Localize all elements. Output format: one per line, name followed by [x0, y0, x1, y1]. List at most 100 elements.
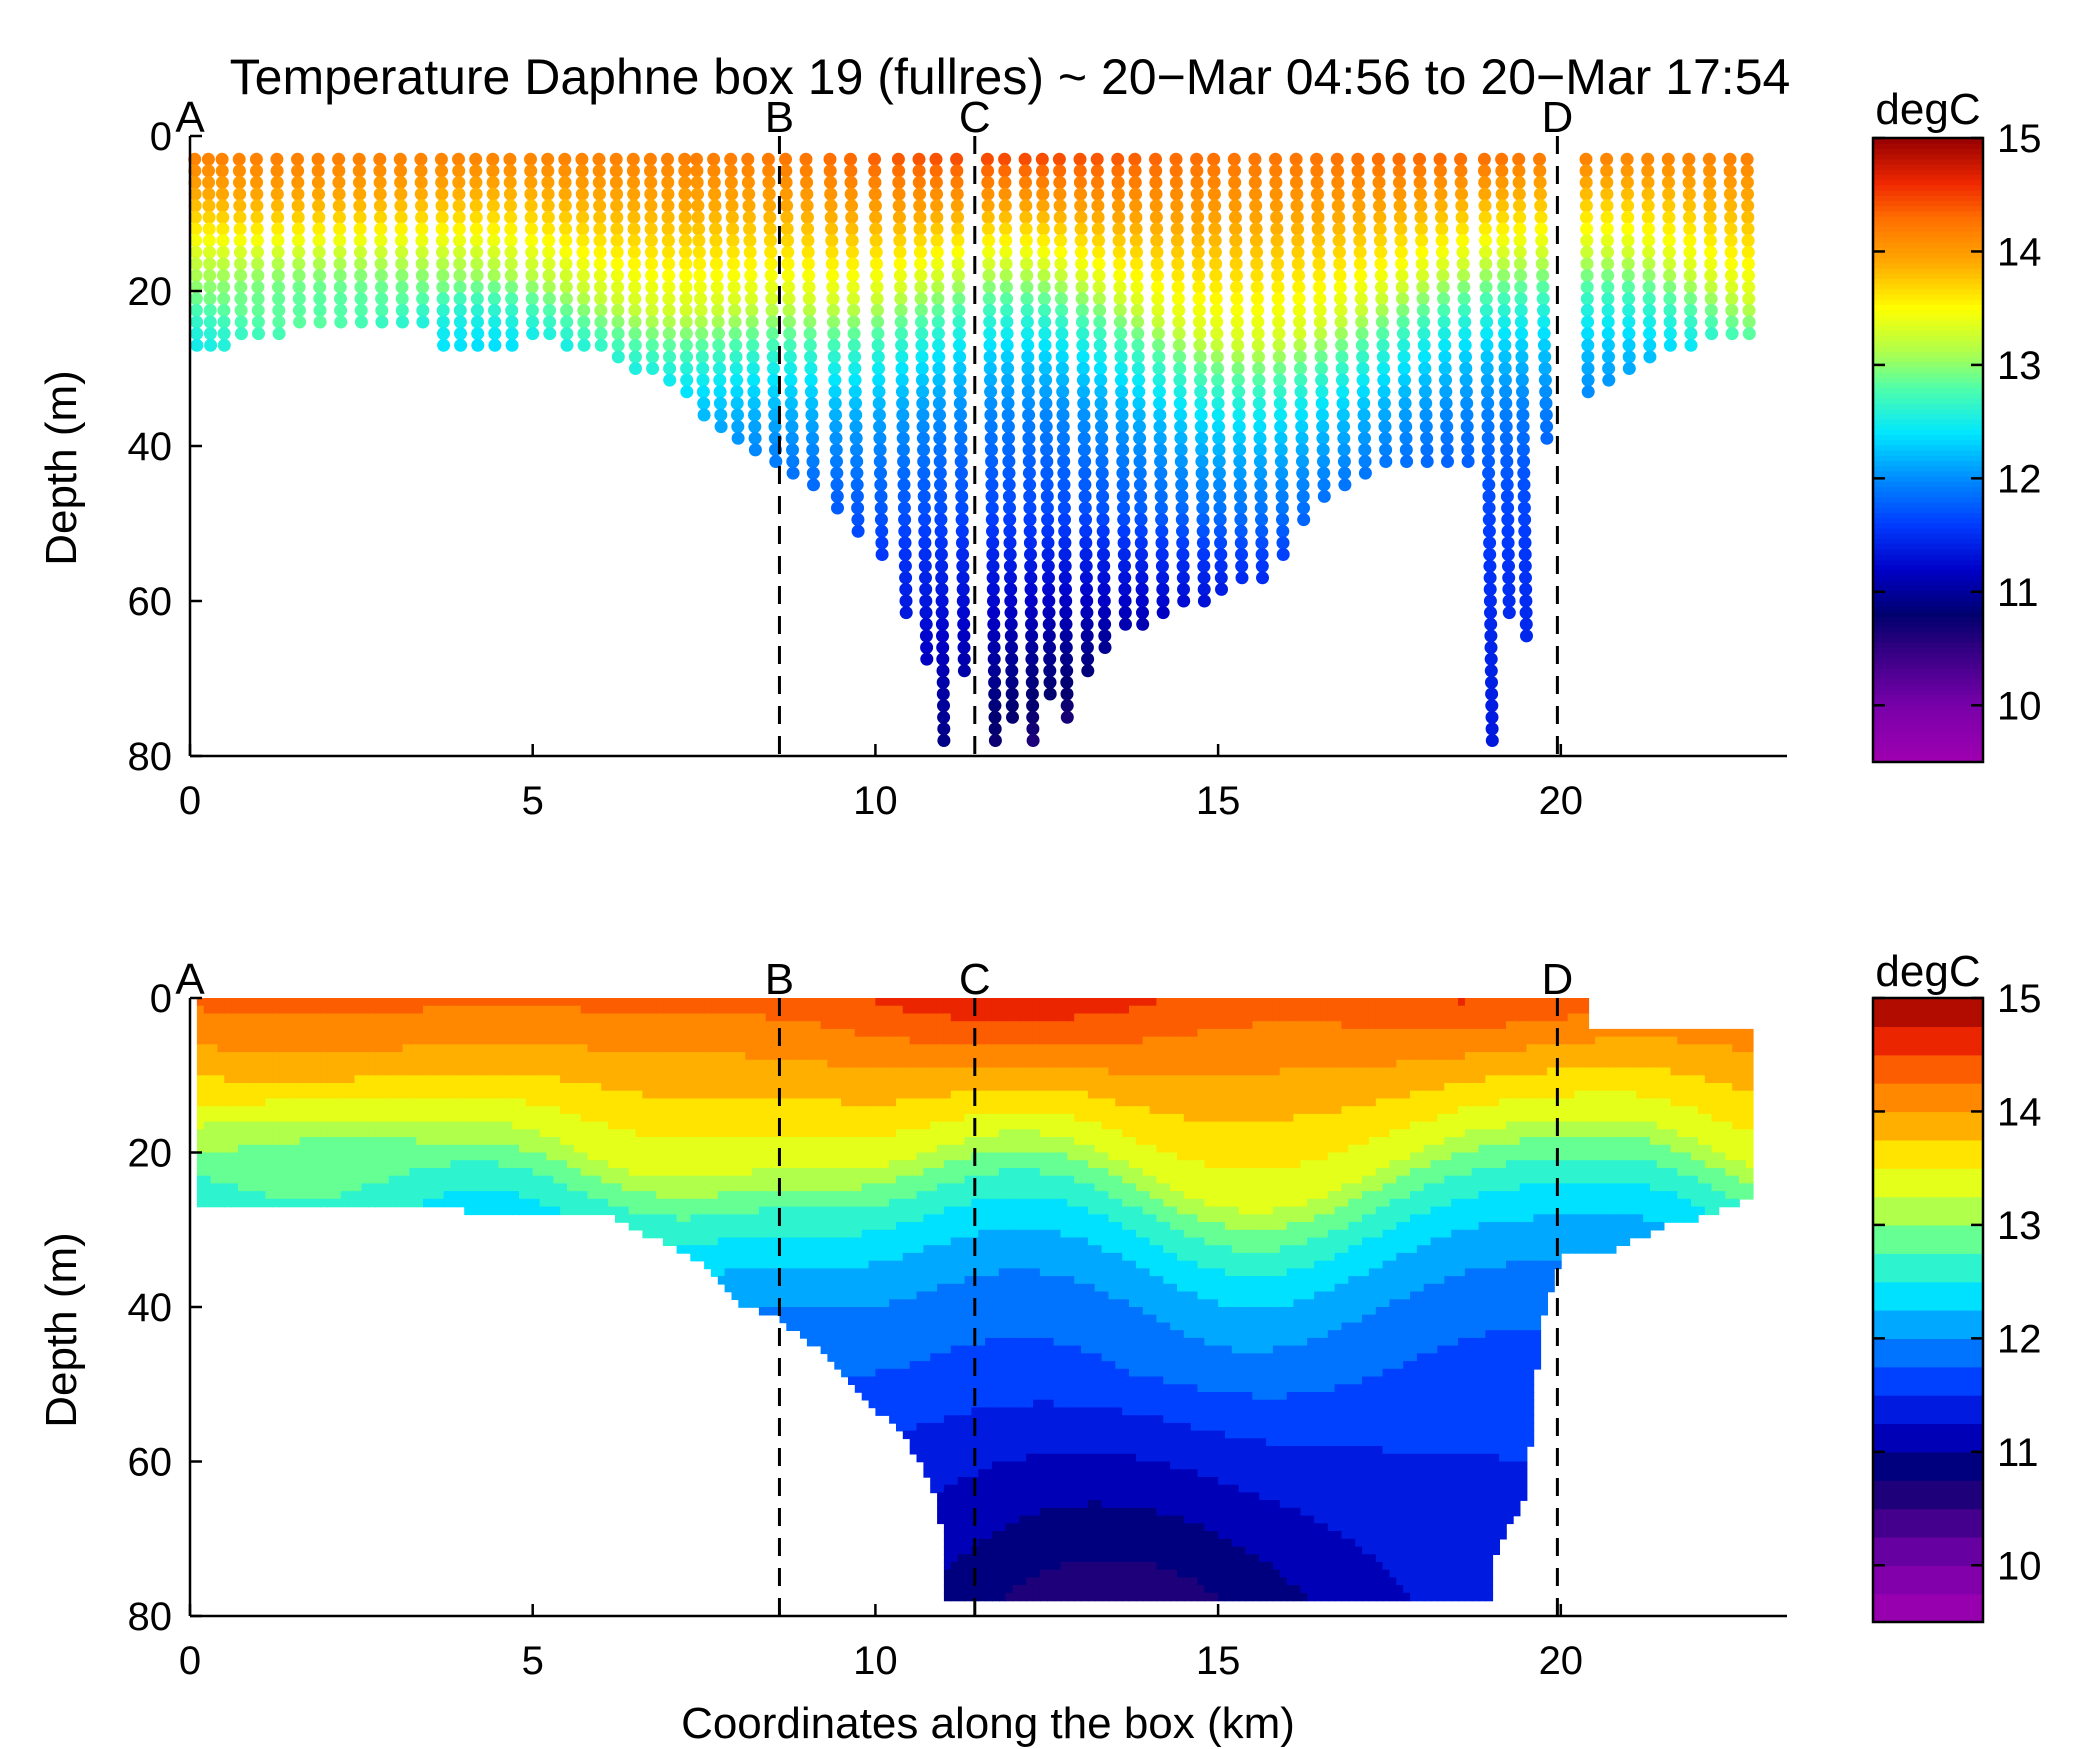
x-tick-label: 10: [853, 779, 898, 823]
colorbar-segment: [1873, 429, 1983, 435]
colorbar-segment: [1873, 351, 1983, 357]
x-tick-label: 15: [1196, 779, 1241, 823]
dive-profile-17: [503, 152, 519, 352]
colorbar-segment: [1873, 1536, 1983, 1566]
colorbar-segment: [1873, 715, 1983, 721]
dive-profile-77: [1702, 152, 1719, 341]
colorbar-segment: [1873, 179, 1983, 186]
dive-profile-63: [1392, 152, 1414, 468]
colorbar-segment: [1873, 398, 1983, 404]
y-tick-label: 20: [128, 270, 173, 314]
dive-profile-55: [1227, 152, 1249, 585]
dive-profile-14: [452, 152, 468, 352]
dive-profile-22: [592, 152, 608, 352]
dive-profile-62: [1371, 152, 1393, 468]
bottom-axes: 0 5 10 15 20 0 20 40 60 80: [128, 977, 1787, 1683]
dive-profile-8: [332, 152, 348, 329]
colorbar-segment: [1873, 741, 1983, 747]
colorbar-segment: [1873, 694, 1983, 701]
dive-profile-18: [524, 152, 540, 341]
colorbar-segment: [1873, 283, 1983, 290]
colorbar-segment: [1873, 169, 1983, 175]
figure-title: Temperature Daphne box 19 (fullres) ~ 20…: [230, 49, 1791, 105]
colorbar-segment: [1873, 1026, 1983, 1056]
dive-profile-69: [1512, 152, 1533, 643]
dive-profile-61: [1351, 152, 1372, 480]
dive-profile-57: [1269, 152, 1290, 561]
colorbar-segment: [1873, 403, 1983, 409]
colorbar-segment: [1873, 226, 1983, 233]
colorbar-segment: [1873, 418, 1983, 425]
colorbar-segment: [1873, 288, 1983, 295]
section-label-B: B: [765, 93, 794, 142]
y-tick-label: 60: [128, 580, 173, 624]
colorbar-segment: [1873, 1451, 1983, 1481]
colorbar-segment: [1873, 689, 1983, 695]
colorbar-segment: [1873, 424, 1983, 430]
colorbar-segment: [1873, 616, 1983, 623]
colorbar-segment: [1873, 652, 1983, 659]
colorbar-tick-label: 11: [1997, 1431, 2039, 1475]
bottom-colorbar-label: degC: [1875, 947, 1980, 996]
dive-profile-15: [469, 152, 485, 352]
dive-profile-47: [1073, 152, 1095, 678]
colorbar-segment: [1873, 309, 1983, 316]
dive-profile-19: [541, 152, 557, 341]
colorbar-segment: [1873, 231, 1983, 238]
colorbar-segment: [1873, 533, 1983, 539]
dive-profile-16: [486, 152, 502, 352]
colorbar-segment: [1873, 455, 1983, 461]
y-tick-label: 40: [128, 425, 173, 469]
bottom-ylabel: Depth (m): [37, 1232, 86, 1428]
bottom-contour-fill: [196, 998, 1754, 1602]
colorbar-segment: [1873, 304, 1983, 311]
colorbar-segment: [1873, 195, 1983, 201]
section-label-A: A: [175, 955, 205, 1004]
colorbar-segment: [1873, 751, 1983, 758]
colorbar-segment: [1873, 642, 1983, 649]
colorbar-segment: [1873, 1423, 1983, 1453]
colorbar-tick-label: 13: [1997, 1204, 2042, 1248]
colorbar-segment: [1873, 491, 1983, 498]
dive-profile-29: [707, 152, 728, 434]
colorbar-segment: [1873, 278, 1983, 285]
colorbar-segment: [1873, 372, 1983, 378]
colorbar-frame: [1871, 996, 1985, 1624]
dive-profile-48: [1090, 152, 1112, 654]
colorbar-tick-label: 14: [1997, 1090, 2042, 1134]
section-label-C: C: [959, 955, 991, 1004]
dive-profile-44: [1018, 152, 1040, 747]
colorbar-segment: [1873, 257, 1983, 264]
dive-profile-1: [201, 152, 218, 352]
colorbar-segment: [1873, 1083, 1983, 1113]
colorbar-segment: [1873, 444, 1983, 451]
colorbar-segment: [1873, 673, 1983, 680]
dive-profile-75: [1661, 152, 1677, 352]
dive-profile-13: [434, 152, 451, 352]
colorbar-segment: [1873, 580, 1983, 586]
dive-profile-10: [373, 152, 389, 329]
colorbar-segment: [1873, 262, 1983, 269]
dive-profile-51: [1149, 152, 1170, 620]
colorbar-segment: [1873, 647, 1983, 654]
dive-profile-3: [232, 152, 248, 341]
colorbar-segment: [1873, 1111, 1983, 1141]
dive-profile-64: [1413, 152, 1434, 468]
colorbar-segment: [1873, 148, 1983, 155]
colorbar-frame: [1871, 136, 1985, 764]
dive-profile-37: [868, 152, 889, 561]
colorbar-segment: [1873, 621, 1983, 628]
colorbar-segment: [1873, 465, 1983, 472]
dive-profile-40: [929, 152, 951, 747]
colorbar-segment: [1873, 330, 1983, 337]
colorbar-segment: [1873, 481, 1983, 487]
colorbar-segment: [1873, 559, 1983, 565]
colorbar-segment: [1873, 1338, 1983, 1368]
colorbar-segment: [1873, 221, 1983, 227]
colorbar-segment: [1873, 538, 1983, 545]
colorbar-segment: [1873, 346, 1983, 352]
colorbar-segment: [1873, 678, 1983, 685]
dive-profile-35: [823, 152, 844, 515]
colorbar-segment: [1873, 294, 1983, 300]
